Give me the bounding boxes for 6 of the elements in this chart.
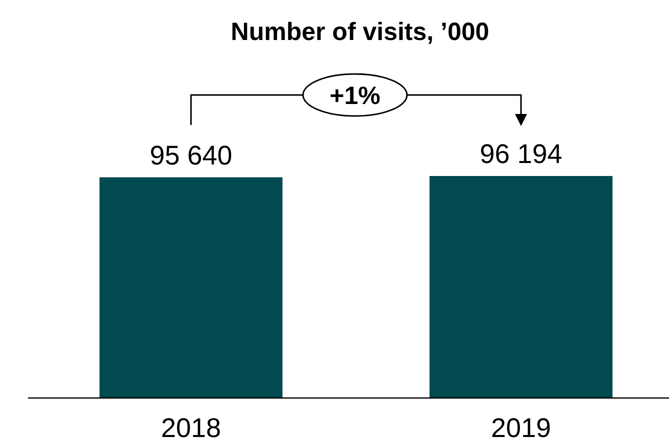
x-tick-label: 2019	[490, 413, 552, 443]
data-label: 95 640	[150, 140, 232, 170]
x-tick-label: 2018	[160, 413, 222, 443]
data-label: 96 194	[480, 139, 562, 169]
text: +1%	[330, 82, 380, 110]
chart-title: Number of visits, ’000	[230, 18, 490, 46]
